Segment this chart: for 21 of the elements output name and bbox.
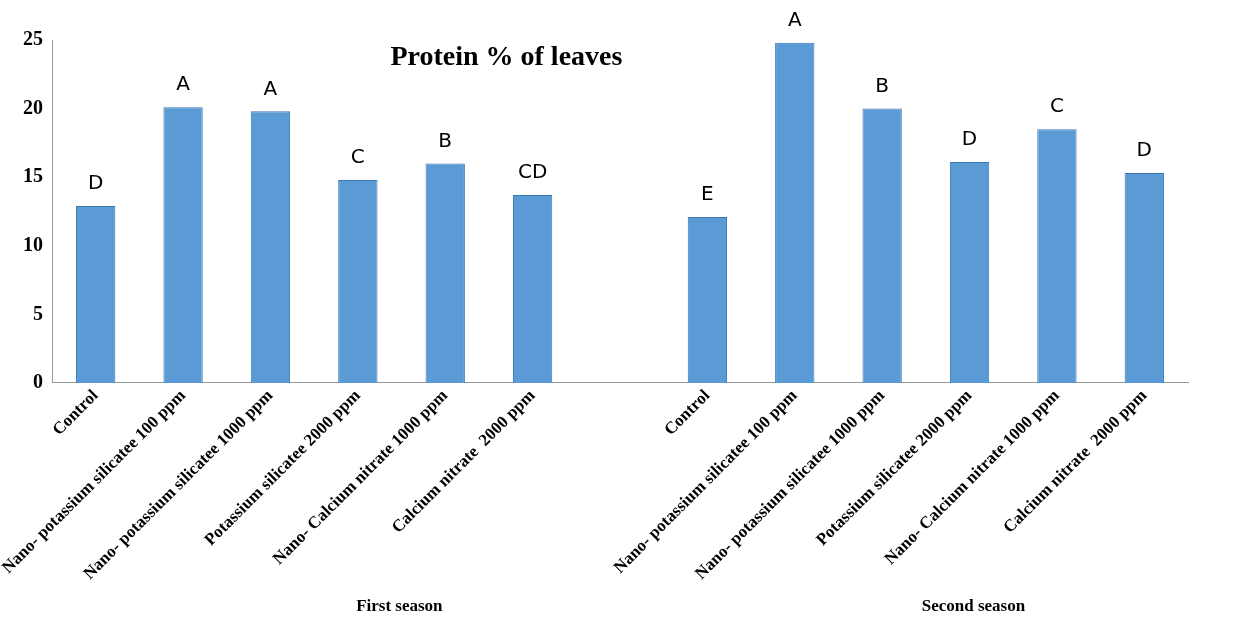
- text: First season: [356, 596, 443, 616]
- text: Second season: [921, 596, 1026, 616]
- y-tick-label: 15: [23, 164, 43, 187]
- y-tick-label: 10: [23, 232, 43, 255]
- data-label: A: [787, 6, 802, 31]
- y-tick-label: 5: [33, 301, 43, 324]
- data-label: B: [875, 72, 890, 97]
- data-label: D: [87, 170, 104, 195]
- y-tick-label: 0: [33, 370, 43, 393]
- data-label: C: [350, 144, 365, 169]
- data-label: D: [1136, 137, 1153, 162]
- data-label: A: [263, 75, 278, 100]
- y-tick-label: 20: [23, 95, 43, 118]
- data-label: D: [961, 126, 978, 151]
- data-label: B: [438, 127, 453, 152]
- data-label: E: [701, 181, 714, 206]
- data-label: CD: [517, 159, 548, 184]
- y-tick-label: 25: [23, 27, 43, 50]
- chart-title: Protein % of leaves: [390, 40, 623, 72]
- data-label: C: [1049, 93, 1064, 118]
- data-label: A: [176, 71, 191, 96]
